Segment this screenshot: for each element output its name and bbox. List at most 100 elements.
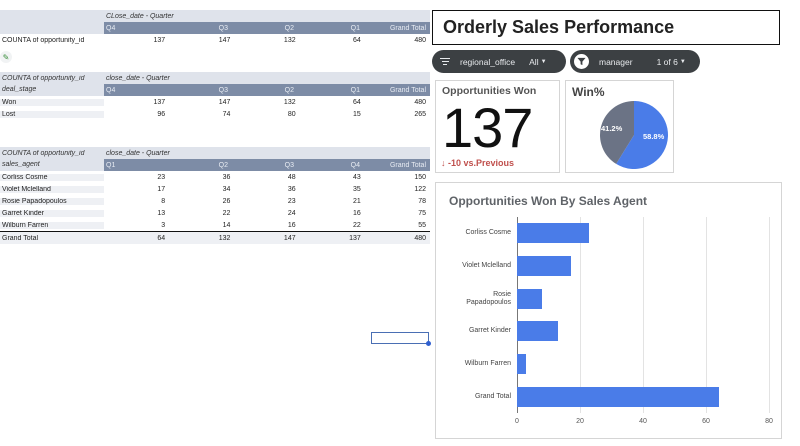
cell[interactable]: 137: [349, 234, 361, 242]
cell[interactable]: 75: [418, 209, 427, 217]
row-label[interactable]: Rosie Papadopoulos: [0, 197, 104, 205]
pivot-column-row: sales_agent Q1 Q2 Q3 Q4 Grand Total: [0, 159, 430, 171]
pie-slice-lost[interactable]: [600, 101, 634, 164]
won-by-agent-bar-card[interactable]: Opportunities Won By Sales Agent 0 20 40 60…: [435, 182, 782, 439]
caret-down-icon: ▼: [540, 58, 547, 65]
cell[interactable]: 64: [157, 234, 166, 242]
filter-field-label: regional_office: [460, 56, 516, 67]
cell[interactable]: 14: [222, 221, 231, 229]
win-percent-pie-card[interactable]: Win% 41.2% 58.8%: [565, 80, 674, 173]
bar[interactable]: [517, 386, 719, 407]
column-header[interactable]: Q3: [284, 161, 294, 169]
column-header[interactable]: Q2: [284, 24, 294, 32]
cell[interactable]: 17: [157, 185, 166, 193]
column-header[interactable]: Q4: [106, 86, 116, 94]
cell[interactable]: 13: [157, 209, 166, 217]
filter-field-label: manager: [599, 56, 633, 67]
cell[interactable]: 122: [414, 185, 427, 193]
column-header[interactable]: Q1: [350, 24, 360, 32]
column-header[interactable]: Q2: [218, 161, 228, 169]
cell[interactable]: 22: [353, 221, 361, 229]
row-label[interactable]: Garret Kinder: [0, 209, 104, 217]
cell[interactable]: 147: [218, 98, 231, 106]
row-label[interactable]: Violet Mclelland: [0, 185, 104, 193]
filter-lines-icon: [440, 58, 450, 65]
bar[interactable]: [517, 354, 527, 374]
scorecard-title: Opportunities Won: [442, 85, 537, 97]
pivot-table-deal-stage: COUNTA of opportunity_id close_date - Qu…: [0, 72, 430, 120]
x-tick-label: 60: [702, 418, 710, 425]
bar[interactable]: [517, 288, 543, 309]
edit-pivot-button[interactable]: ✎: [0, 51, 12, 63]
cell[interactable]: 265: [414, 110, 427, 118]
dashboard-title: Orderly Sales Performance: [432, 10, 780, 45]
cell[interactable]: 8: [161, 197, 166, 205]
cell[interactable]: 80: [287, 110, 296, 118]
cell[interactable]: 150: [414, 173, 427, 181]
cell[interactable]: 78: [418, 197, 427, 205]
row-label[interactable]: COUNTA of opportunity_id: [2, 36, 85, 44]
regional-office-filter[interactable]: regional_office All ▼: [432, 50, 566, 73]
bar[interactable]: [517, 256, 571, 276]
row-label[interactable]: Lost: [0, 110, 104, 118]
cell[interactable]: 132: [218, 234, 231, 242]
cell[interactable]: 132: [283, 36, 296, 44]
cell[interactable]: 15: [353, 110, 361, 118]
pie-slice-won[interactable]: [616, 101, 668, 169]
y-category-label: Violet Mclelland: [462, 262, 511, 269]
cell[interactable]: 480: [414, 36, 427, 44]
cell[interactable]: 132: [283, 98, 296, 106]
cell[interactable]: 55: [418, 221, 427, 229]
column-header[interactable]: Q4: [350, 161, 360, 169]
fill-handle[interactable]: [426, 341, 431, 346]
cell[interactable]: 48: [287, 173, 296, 181]
win-pie-chart[interactable]: 41.2% 58.8%: [599, 100, 669, 170]
opportunities-won-scorecard[interactable]: Opportunities Won 137 ↓ -10 vs.Previous: [435, 80, 560, 173]
row-label[interactable]: Won: [0, 98, 104, 106]
cell[interactable]: 36: [222, 173, 231, 181]
cell[interactable]: 43: [353, 173, 361, 181]
cell[interactable]: 3: [161, 221, 166, 229]
cell[interactable]: 22: [222, 209, 231, 217]
column-header[interactable]: Q2: [284, 86, 294, 94]
cell[interactable]: 480: [414, 98, 427, 106]
cell[interactable]: 36: [287, 185, 296, 193]
cell[interactable]: 16: [353, 209, 361, 217]
column-header[interactable]: Q1: [350, 86, 360, 94]
cell[interactable]: 23: [287, 197, 296, 205]
bar[interactable]: [517, 321, 558, 342]
column-header[interactable]: Grand Total: [389, 24, 426, 32]
cell[interactable]: 24: [287, 209, 296, 217]
cell[interactable]: 34: [222, 185, 231, 193]
cell[interactable]: 23: [157, 173, 166, 181]
bar[interactable]: [517, 223, 590, 244]
column-header[interactable]: Grand Total: [389, 161, 426, 169]
manager-filter[interactable]: manager 1 of 6 ▼: [570, 50, 700, 73]
pivot-header-row: COUNTA of opportunity_id close_date - Qu…: [0, 72, 430, 84]
cell[interactable]: 21: [353, 197, 361, 205]
table-row: Garret Kinder 13 22 24 16 75: [0, 207, 430, 219]
cell[interactable]: 96: [157, 110, 166, 118]
column-header[interactable]: Q3: [218, 24, 228, 32]
column-header[interactable]: Grand Total: [389, 86, 426, 94]
cell[interactable]: 147: [218, 36, 231, 44]
row-label[interactable]: Wilburn Farren: [0, 221, 104, 229]
cell[interactable]: 64: [353, 36, 361, 44]
cell[interactable]: 480: [414, 234, 427, 242]
cell[interactable]: 74: [222, 110, 231, 118]
column-header[interactable]: Q4: [106, 24, 116, 32]
selected-cell[interactable]: [371, 332, 431, 346]
cell[interactable]: 147: [283, 234, 296, 242]
column-header[interactable]: Q3: [218, 86, 228, 94]
cell[interactable]: 137: [153, 98, 166, 106]
cell[interactable]: 16: [287, 221, 296, 229]
pencil-icon: ✎: [2, 52, 10, 62]
row-label[interactable]: Grand Total: [2, 234, 39, 242]
column-header[interactable]: Q1: [106, 161, 116, 169]
row-label[interactable]: Corliss Cosme: [0, 173, 104, 181]
cell[interactable]: 137: [153, 36, 166, 44]
cell[interactable]: 26: [222, 197, 231, 205]
cell[interactable]: 64: [353, 98, 361, 106]
cell[interactable]: 35: [353, 185, 361, 193]
filter-value: All: [529, 56, 539, 67]
